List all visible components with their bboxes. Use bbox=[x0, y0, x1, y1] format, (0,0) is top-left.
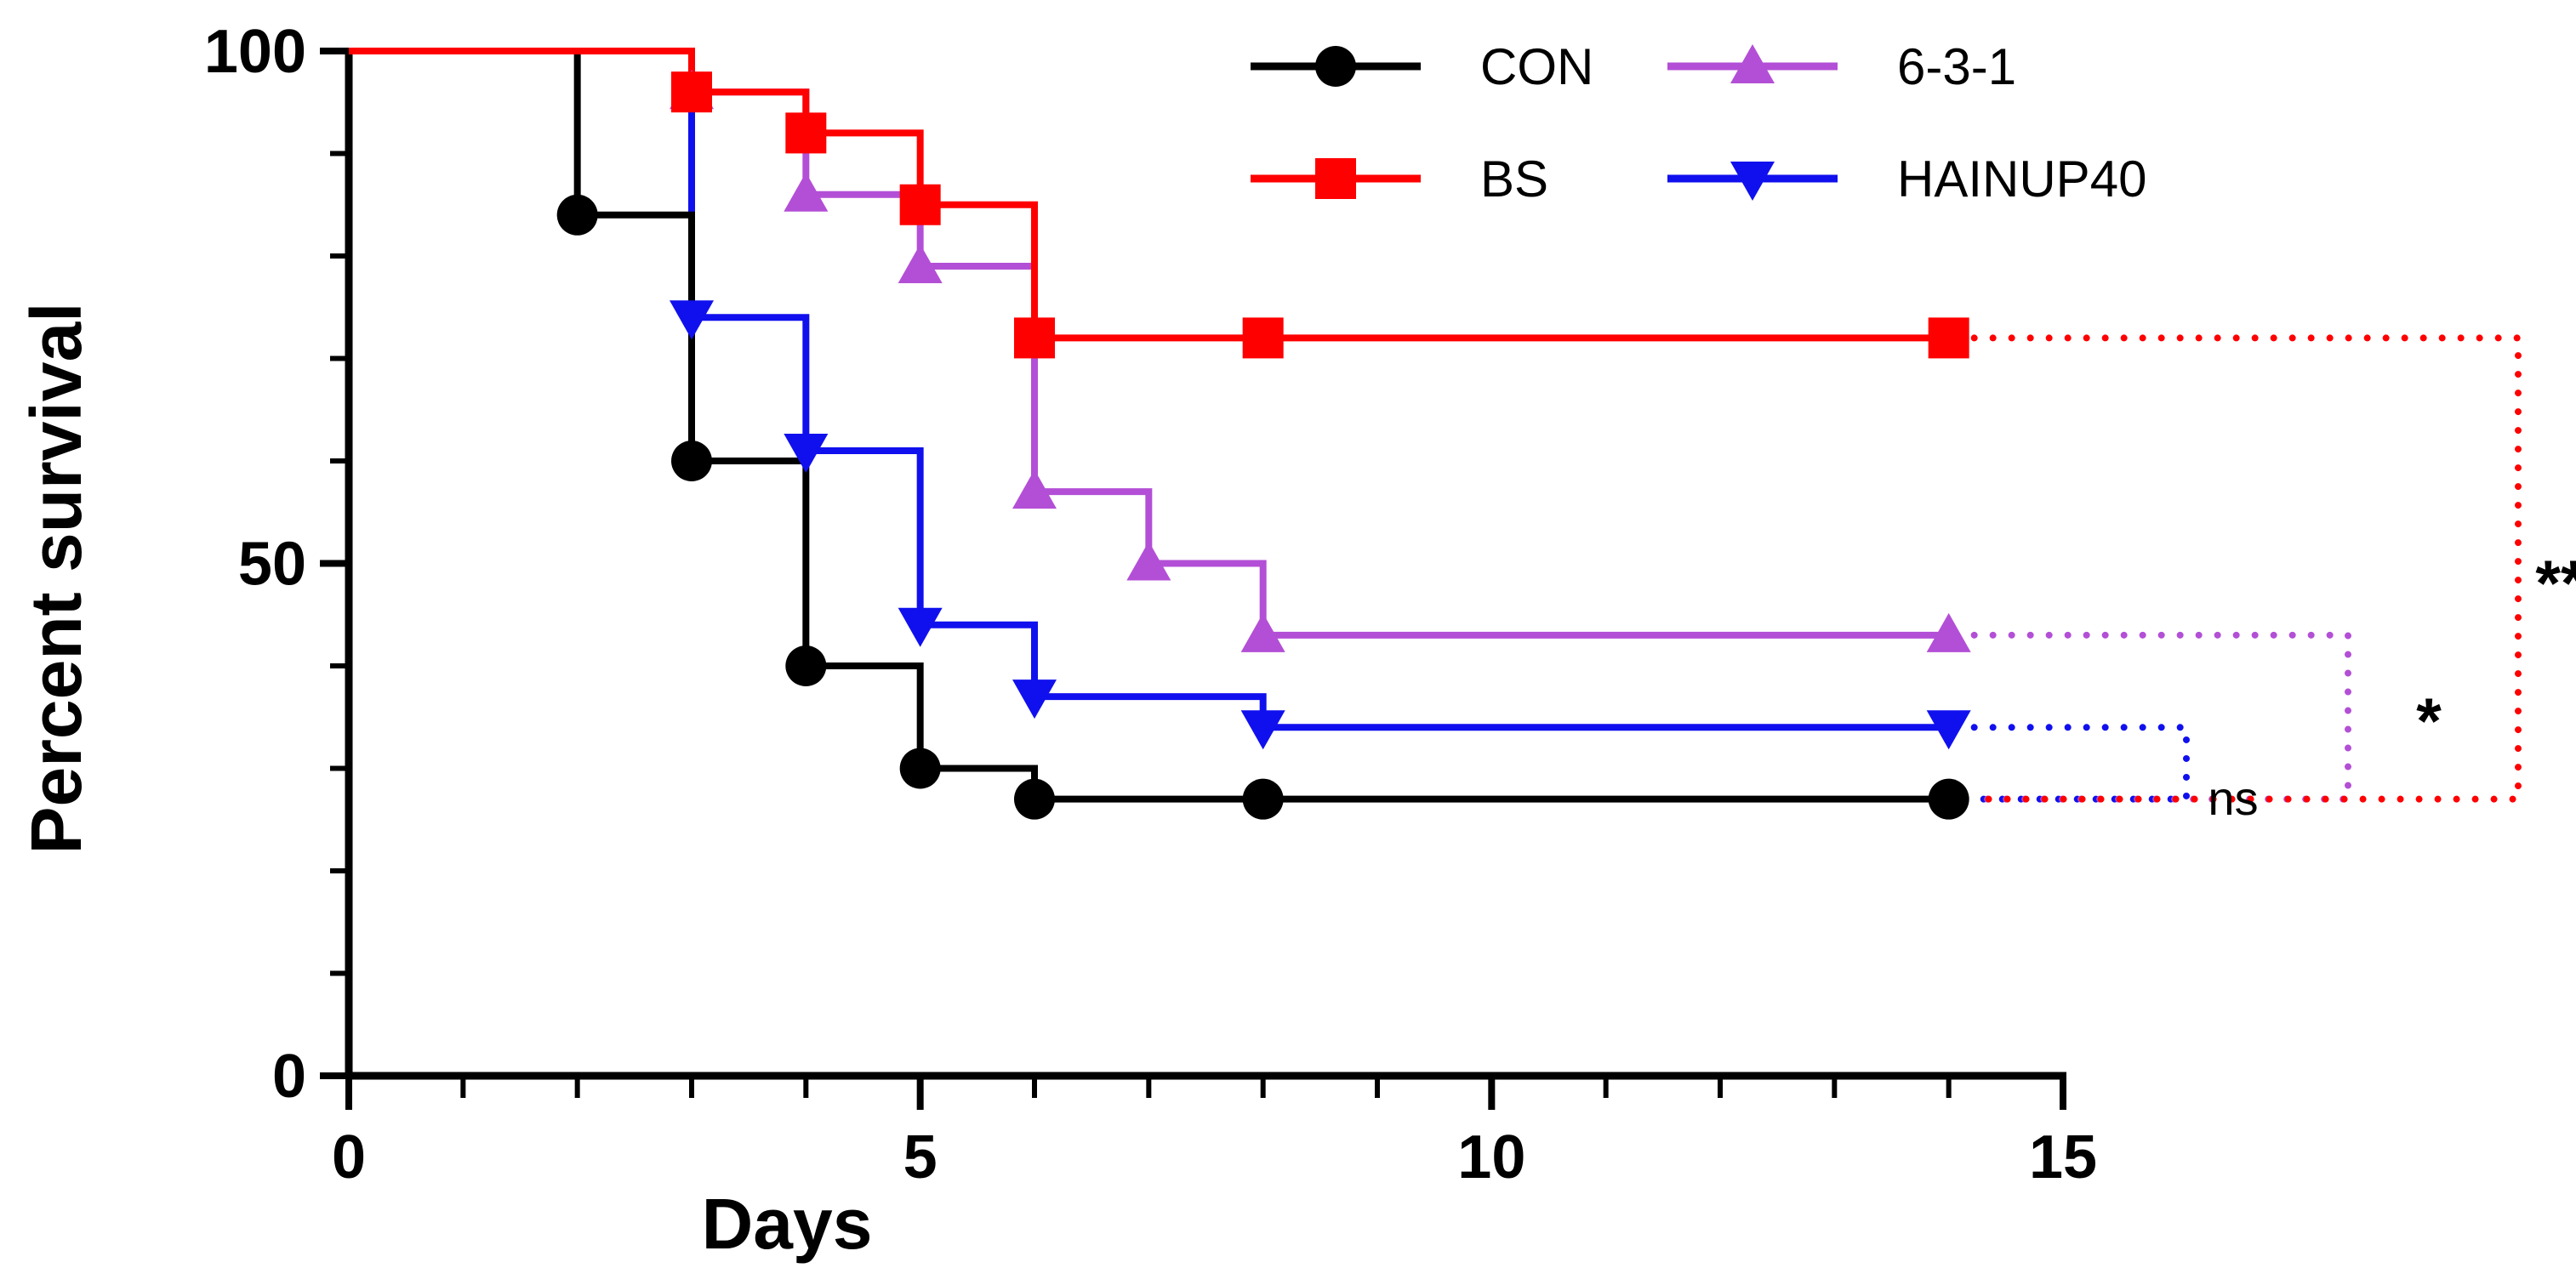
legend-marker-6-3-1 bbox=[1730, 44, 1775, 83]
data-point-con bbox=[671, 441, 712, 481]
x-tick-label: 10 bbox=[1457, 1123, 1525, 1191]
significance-label: ns bbox=[2208, 771, 2258, 825]
y-tick-label: 100 bbox=[204, 18, 306, 86]
data-point-bs bbox=[1242, 317, 1284, 359]
data-point-con bbox=[899, 748, 941, 789]
legend-label-6-3-1: 6-3-1 bbox=[1897, 38, 2016, 95]
data-point-hainup40 bbox=[1926, 710, 1971, 750]
y-axis-title: Percent survival bbox=[16, 302, 96, 854]
data-point-con bbox=[785, 645, 827, 686]
legend-label-hainup40: HAINUP40 bbox=[1897, 151, 2146, 208]
data-point-6-3-1 bbox=[1126, 541, 1171, 581]
legend-label-bs: BS bbox=[1480, 151, 1548, 208]
significance-bracket bbox=[1970, 631, 2351, 803]
series-markers bbox=[556, 70, 1971, 820]
data-point-bs bbox=[1014, 317, 1055, 359]
x-tick-label: 0 bbox=[332, 1123, 366, 1191]
legend-marker-con bbox=[1315, 46, 1356, 87]
significance-labels: ns*** bbox=[2208, 548, 2576, 825]
legend-marker-hainup40 bbox=[1730, 162, 1775, 201]
data-point-bs bbox=[671, 71, 712, 113]
x-tick-label: 15 bbox=[2029, 1123, 2097, 1191]
data-point-con bbox=[1242, 778, 1284, 820]
y-tick-label: 50 bbox=[238, 531, 306, 599]
series-line-con bbox=[349, 48, 1949, 803]
significance-label: * bbox=[2416, 685, 2442, 758]
y-tick-label: 0 bbox=[272, 1043, 306, 1111]
data-point-hainup40 bbox=[784, 433, 829, 473]
legend-marker-bs bbox=[1315, 158, 1356, 199]
legend-label-con: CON bbox=[1480, 38, 1593, 95]
data-point-hainup40 bbox=[1012, 679, 1057, 719]
significance-bracket bbox=[1970, 724, 2190, 803]
data-point-con bbox=[1928, 778, 1969, 820]
data-point-bs bbox=[1928, 317, 1969, 359]
data-point-con bbox=[1014, 778, 1055, 820]
data-point-bs bbox=[899, 184, 941, 225]
x-tick-label: 5 bbox=[903, 1123, 938, 1191]
legend: CON BS 6-3-1 HAINUP40 bbox=[1251, 38, 2146, 208]
data-point-bs bbox=[785, 112, 827, 154]
data-point-hainup40 bbox=[670, 300, 714, 340]
data-point-6-3-1 bbox=[784, 172, 829, 212]
axis-ticks: 0 50 100 0 5 10 15 bbox=[204, 18, 2097, 1191]
series-line-bs bbox=[349, 48, 1949, 342]
data-point-hainup40 bbox=[898, 607, 943, 647]
data-point-6-3-1 bbox=[1240, 612, 1285, 652]
data-point-6-3-1 bbox=[1926, 612, 1971, 652]
significance-label: ** bbox=[2535, 548, 2576, 620]
x-axis-title: Days bbox=[702, 1184, 873, 1264]
series-lines bbox=[349, 48, 1949, 803]
significance-brackets bbox=[1970, 334, 2522, 803]
data-point-hainup40 bbox=[1240, 710, 1285, 750]
data-point-con bbox=[556, 194, 598, 236]
series-line-hainup40 bbox=[349, 48, 1949, 731]
data-point-6-3-1 bbox=[898, 244, 943, 284]
data-point-6-3-1 bbox=[1012, 469, 1057, 509]
